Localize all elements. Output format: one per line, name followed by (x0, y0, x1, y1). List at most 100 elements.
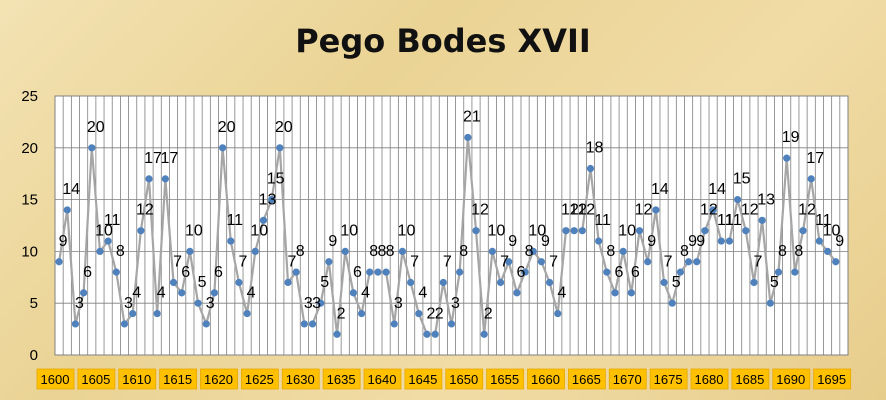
data-label: 11 (717, 212, 734, 229)
x-tick-label: 1620 (204, 372, 233, 387)
data-point (112, 268, 120, 276)
y-tick-label: 10 (21, 243, 38, 260)
data-label: 10 (340, 222, 358, 239)
data-label: 13 (757, 191, 775, 208)
data-label: 7 (549, 253, 558, 270)
data-point (439, 278, 447, 287)
y-tick-label: 0 (30, 347, 38, 364)
data-label: 8 (386, 243, 395, 260)
data-point (243, 309, 251, 318)
data-point (480, 330, 488, 338)
data-point (611, 289, 619, 297)
data-point (595, 237, 603, 245)
data-label: 6 (181, 264, 190, 281)
data-point (709, 206, 717, 214)
data-label: 13 (259, 191, 277, 208)
data-label: 10 (250, 222, 268, 239)
data-label: 6 (631, 264, 640, 281)
data-label: 4 (247, 285, 256, 302)
x-tick-label: 1605 (81, 372, 110, 387)
data-label: 9 (59, 233, 68, 250)
data-label: 10 (823, 222, 841, 239)
data-point (815, 237, 823, 245)
data-point (145, 175, 153, 183)
data-point (96, 247, 104, 255)
data-label: 21 (463, 108, 481, 125)
x-tick-label: 1685 (735, 372, 764, 387)
x-tick-label: 1680 (695, 372, 724, 387)
data-point (202, 320, 210, 328)
data-point (774, 268, 783, 276)
data-point (791, 268, 799, 276)
data-point (210, 289, 219, 297)
x-tick-label: 1665 (572, 372, 601, 387)
data-label: 3 (304, 295, 313, 312)
data-label: 11 (226, 212, 243, 229)
data-label: 5 (320, 274, 329, 291)
data-point (717, 237, 725, 245)
data-point (235, 278, 243, 287)
x-tick-label: 1655 (490, 372, 519, 387)
x-tick-box (200, 368, 238, 390)
data-point (268, 196, 276, 204)
data-point (300, 320, 308, 328)
data-point (725, 237, 734, 245)
data-point (137, 227, 145, 235)
data-point (456, 268, 464, 276)
data-label: 15 (733, 171, 751, 188)
chart-title: Pego Bodes XVII (295, 22, 591, 60)
data-point (742, 227, 750, 235)
x-tick-label: 1670 (613, 372, 642, 387)
x-tick-box (36, 368, 75, 390)
data-label: 4 (132, 285, 141, 302)
data-label: 14 (708, 181, 726, 198)
x-tick-label: 1695 (817, 372, 846, 387)
data-label: 20 (275, 119, 293, 136)
data-point (635, 227, 644, 235)
data-point (259, 216, 268, 224)
data-label: 12 (136, 202, 154, 219)
data-label: 8 (794, 243, 803, 260)
data-point (374, 268, 382, 276)
data-point (807, 175, 815, 183)
data-label: 2 (337, 305, 346, 322)
data-point (284, 278, 292, 287)
data-point (251, 247, 259, 255)
x-tick-label: 1675 (654, 372, 683, 387)
data-point (80, 289, 88, 297)
data-point (178, 289, 186, 297)
data-point (464, 133, 472, 142)
data-point (194, 299, 202, 307)
data-point (104, 237, 112, 245)
x-tick-label: 1600 (41, 372, 70, 387)
data-point (660, 278, 668, 287)
data-label: 12 (577, 202, 595, 219)
data-point (447, 320, 456, 328)
data-point (276, 144, 284, 152)
data-point (415, 309, 423, 318)
data-point (537, 258, 546, 266)
data-label: 11 (104, 212, 121, 229)
data-point (407, 278, 415, 287)
data-label: 5 (198, 274, 207, 291)
data-point (766, 299, 774, 307)
data-label: 17 (806, 150, 824, 167)
data-label: 3 (312, 295, 321, 312)
data-point (55, 258, 63, 266)
data-label: 11 (725, 212, 742, 229)
x-tick-box (486, 368, 525, 390)
data-point (218, 144, 227, 152)
x-tick-box (77, 368, 116, 390)
x-tick-box (567, 368, 606, 390)
y-axis: 0 5 10 15 20 25 (21, 88, 38, 364)
x-tick-box (118, 368, 157, 390)
data-label: 10 (487, 222, 505, 239)
data-label: 10 (528, 222, 546, 239)
data-point (153, 309, 161, 318)
data-label: 8 (377, 243, 386, 260)
y-tick-label: 15 (21, 192, 38, 209)
data-point (693, 258, 701, 266)
data-point (783, 154, 791, 162)
data-label: 12 (741, 202, 759, 219)
data-label: 4 (557, 285, 566, 302)
